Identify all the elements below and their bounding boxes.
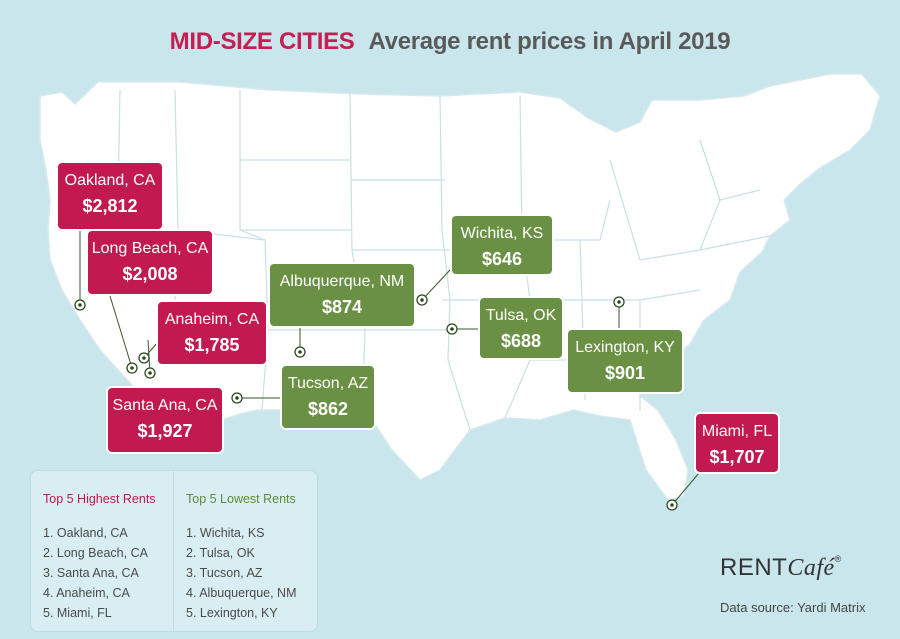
callout-city: Tulsa, OK (485, 307, 557, 324)
legend-lowest-heading: Top 5 Lowest Rents (186, 492, 296, 506)
callout-city: Anaheim, CA (164, 311, 260, 328)
callout-price: $874 (321, 297, 363, 318)
brand-registered: ® (834, 554, 842, 564)
legend-item: 2. Long Beach, CA (43, 546, 148, 560)
legend-item: 5. Lexington, KY (186, 606, 278, 620)
callout-price: $2,008 (122, 264, 178, 285)
legend-item: 1. Wichita, KS (186, 526, 265, 540)
callout-price: $1,927 (137, 421, 193, 442)
title-highlight: MID-SIZE CITIES (169, 28, 355, 55)
chart-title: MID-SIZE CITIES Average rent prices in Ap… (0, 28, 900, 56)
callout-city: Long Beach, CA (91, 240, 209, 257)
callout-tucson: Tucson, AZ $862 (280, 364, 376, 430)
callout-anaheim: Anaheim, CA $1,785 (156, 300, 268, 366)
callout-price: $1,785 (184, 335, 240, 356)
callout-lexington: Lexington, KY $901 (566, 328, 684, 394)
callout-santaana: Santa Ana, CA $1,927 (106, 386, 224, 454)
callout-longbeach: Long Beach, CA $2,008 (86, 229, 214, 296)
callout-city: Santa Ana, CA (112, 397, 218, 414)
legend-item: 3. Santa Ana, CA (43, 566, 139, 580)
title-subtitle: Average rent prices in April 2019 (368, 28, 731, 55)
callout-city: Wichita, KS (460, 225, 544, 242)
callout-city: Lexington, KY (575, 339, 675, 356)
callout-oakland: Oakland, CA $2,812 (56, 161, 164, 231)
callout-wichita: Wichita, KS $646 (450, 214, 554, 276)
callout-albuquerque: Albuquerque, NM $874 (268, 262, 416, 328)
callout-city: Miami, FL (701, 423, 773, 440)
callout-city: Albuquerque, NM (279, 273, 405, 290)
legend-item: 5. Miami, FL (43, 606, 112, 620)
legend-item: 3. Tucson, AZ (186, 566, 263, 580)
brand-logo: RENTCafé® (720, 554, 842, 582)
callout-price: $862 (307, 399, 349, 420)
callout-city: Oakland, CA (64, 172, 156, 189)
legend-highest-heading: Top 5 Highest Rents (43, 492, 156, 506)
legend-divider (173, 471, 174, 631)
brand-rent: RENT (720, 554, 788, 581)
legend-item: 2. Tulsa, OK (186, 546, 255, 560)
callout-tulsa: Tulsa, OK $688 (478, 296, 564, 360)
legend-item: 4. Albuquerque, NM (186, 586, 297, 600)
callout-miami: Miami, FL $1,707 (694, 412, 780, 474)
data-source: Data source: Yardi Matrix (720, 600, 866, 615)
legend-box: Top 5 Highest Rents 1. Oakland, CA 2. Lo… (30, 470, 318, 632)
legend-highest: Top 5 Highest Rents 1. Oakland, CA 2. Lo… (43, 489, 156, 623)
callout-city: Tucson, AZ (287, 375, 369, 392)
legend-item: 1. Oakland, CA (43, 526, 128, 540)
callout-price: $901 (604, 363, 646, 384)
callout-price: $1,707 (709, 447, 765, 468)
callout-price: $2,812 (82, 196, 138, 217)
brand-cafe: Café (787, 555, 835, 581)
callout-price: $646 (481, 249, 523, 270)
legend-item: 4. Anaheim, CA (43, 586, 130, 600)
callout-price: $688 (500, 331, 542, 352)
legend-lowest: Top 5 Lowest Rents 1. Wichita, KS 2. Tul… (186, 489, 297, 623)
